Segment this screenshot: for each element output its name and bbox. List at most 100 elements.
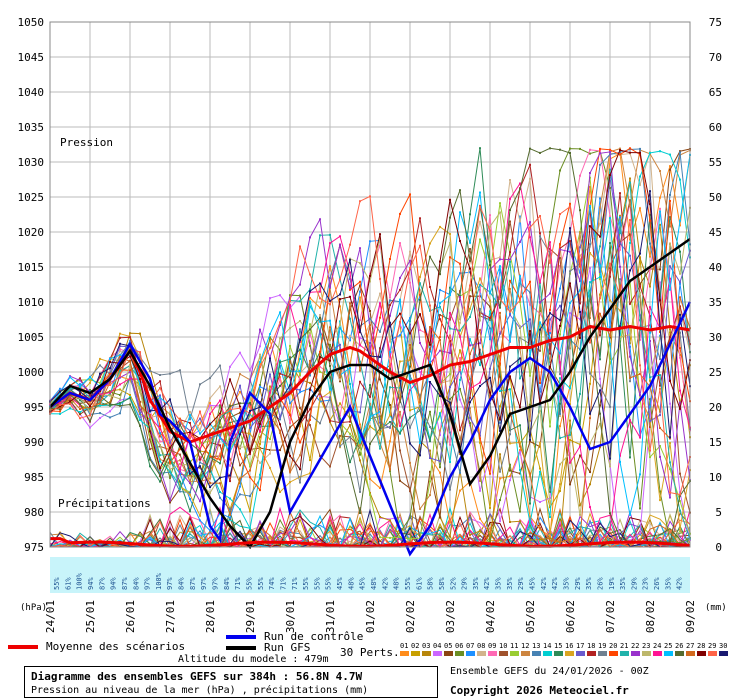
pert-point (659, 207, 661, 210)
pert-point (309, 408, 311, 411)
pert-point (669, 468, 671, 471)
pert-point (379, 487, 381, 489)
pert-point (449, 379, 451, 382)
pert-point (89, 390, 91, 393)
pert-point (669, 199, 671, 202)
pert-point (459, 349, 461, 352)
pert-point (139, 378, 141, 380)
pert-point (439, 471, 441, 474)
pert-point (359, 411, 361, 414)
date-tick-label: 30/01 (284, 600, 297, 633)
pert-point (599, 206, 601, 209)
pert-point (649, 315, 651, 318)
pert-point (579, 328, 581, 331)
main-series (49, 237, 692, 557)
pert-point (409, 250, 411, 253)
pert-point (259, 362, 261, 365)
pert-point (309, 296, 311, 299)
pert-point (239, 426, 241, 429)
pert-point (629, 219, 631, 221)
pert-point (179, 453, 181, 456)
plot-frame (49, 21, 691, 548)
pert-point (649, 371, 651, 374)
pert-point (489, 318, 491, 321)
pert-point (629, 376, 631, 379)
pert-point (189, 410, 191, 413)
pert-point (319, 314, 321, 317)
pert-point (119, 367, 121, 370)
pert-point (579, 318, 581, 321)
pert-point (629, 345, 631, 348)
pert-point (199, 410, 201, 413)
pert-point (659, 170, 661, 172)
pert-point (329, 265, 331, 268)
diagram-subtitle: Pression au niveau de la mer (hPa) , pré… (31, 685, 369, 696)
pert-point (619, 536, 621, 539)
pert-point (289, 402, 291, 405)
pert-point (519, 450, 521, 453)
pert-point (579, 289, 581, 292)
pert-point (239, 411, 241, 414)
pert-point (299, 425, 301, 428)
pert-point (449, 286, 451, 289)
ensemble-date: Ensemble GEFS du 24/01/2026 - 00Z (450, 666, 649, 677)
pert-point (249, 406, 251, 409)
pert-point (679, 500, 681, 503)
pert-point (229, 432, 231, 434)
pert-point (429, 332, 431, 334)
pert-point (559, 265, 561, 268)
pert-point (479, 381, 481, 384)
pert-point (579, 258, 581, 261)
pert-point (539, 382, 541, 384)
pert-point (119, 336, 121, 339)
pert-point (469, 422, 471, 425)
pert-point (589, 317, 591, 319)
pert-point (609, 465, 611, 468)
pert-point (429, 494, 431, 497)
right-tick-label: 10 (709, 471, 722, 484)
date-tick-label: 07/02 (604, 600, 617, 633)
pert-point (169, 448, 171, 451)
pert-point (469, 353, 471, 355)
pert-point (349, 424, 351, 427)
pert-point (459, 290, 461, 293)
pert-point (89, 378, 91, 381)
pert-point (539, 301, 541, 304)
left-tick-label: 1025 (18, 191, 45, 204)
pert-legend: 01 02 03 04 05 06 07 08 09 10 11 12 13 14 15 16 17 18 19 20… (400, 642, 728, 656)
pert-point (469, 248, 471, 250)
pert-point (499, 375, 501, 378)
pert-point (539, 235, 541, 238)
pert-point (349, 334, 351, 337)
pert-point (279, 324, 281, 326)
pert-point (509, 209, 511, 211)
date-tick-label: 08/02 (644, 600, 657, 633)
pert-point (579, 271, 581, 274)
pert-point (449, 488, 451, 491)
pert-point (529, 177, 531, 180)
pert-point (399, 242, 401, 245)
pert-number: 20 (609, 642, 617, 650)
pert-point (619, 216, 621, 219)
pert-point (409, 281, 411, 284)
pert-point (639, 283, 641, 286)
pert-point (369, 322, 371, 325)
right-tick-label: 30 (709, 331, 722, 344)
pert-point (349, 383, 351, 385)
pert-point (669, 491, 671, 494)
pert-point (309, 328, 311, 331)
pert-point (459, 443, 461, 446)
pert-swatch (719, 651, 728, 656)
pert-point (279, 365, 281, 367)
pert-number: 08 (477, 642, 485, 650)
pert-point (429, 480, 431, 483)
pert-point (419, 342, 421, 344)
pert-point (559, 373, 561, 376)
pert-point (649, 219, 651, 222)
pert-point (499, 370, 501, 373)
pert-point (379, 408, 381, 411)
pert-point (219, 426, 221, 429)
pert-point (179, 470, 181, 473)
pert-point (649, 151, 651, 154)
